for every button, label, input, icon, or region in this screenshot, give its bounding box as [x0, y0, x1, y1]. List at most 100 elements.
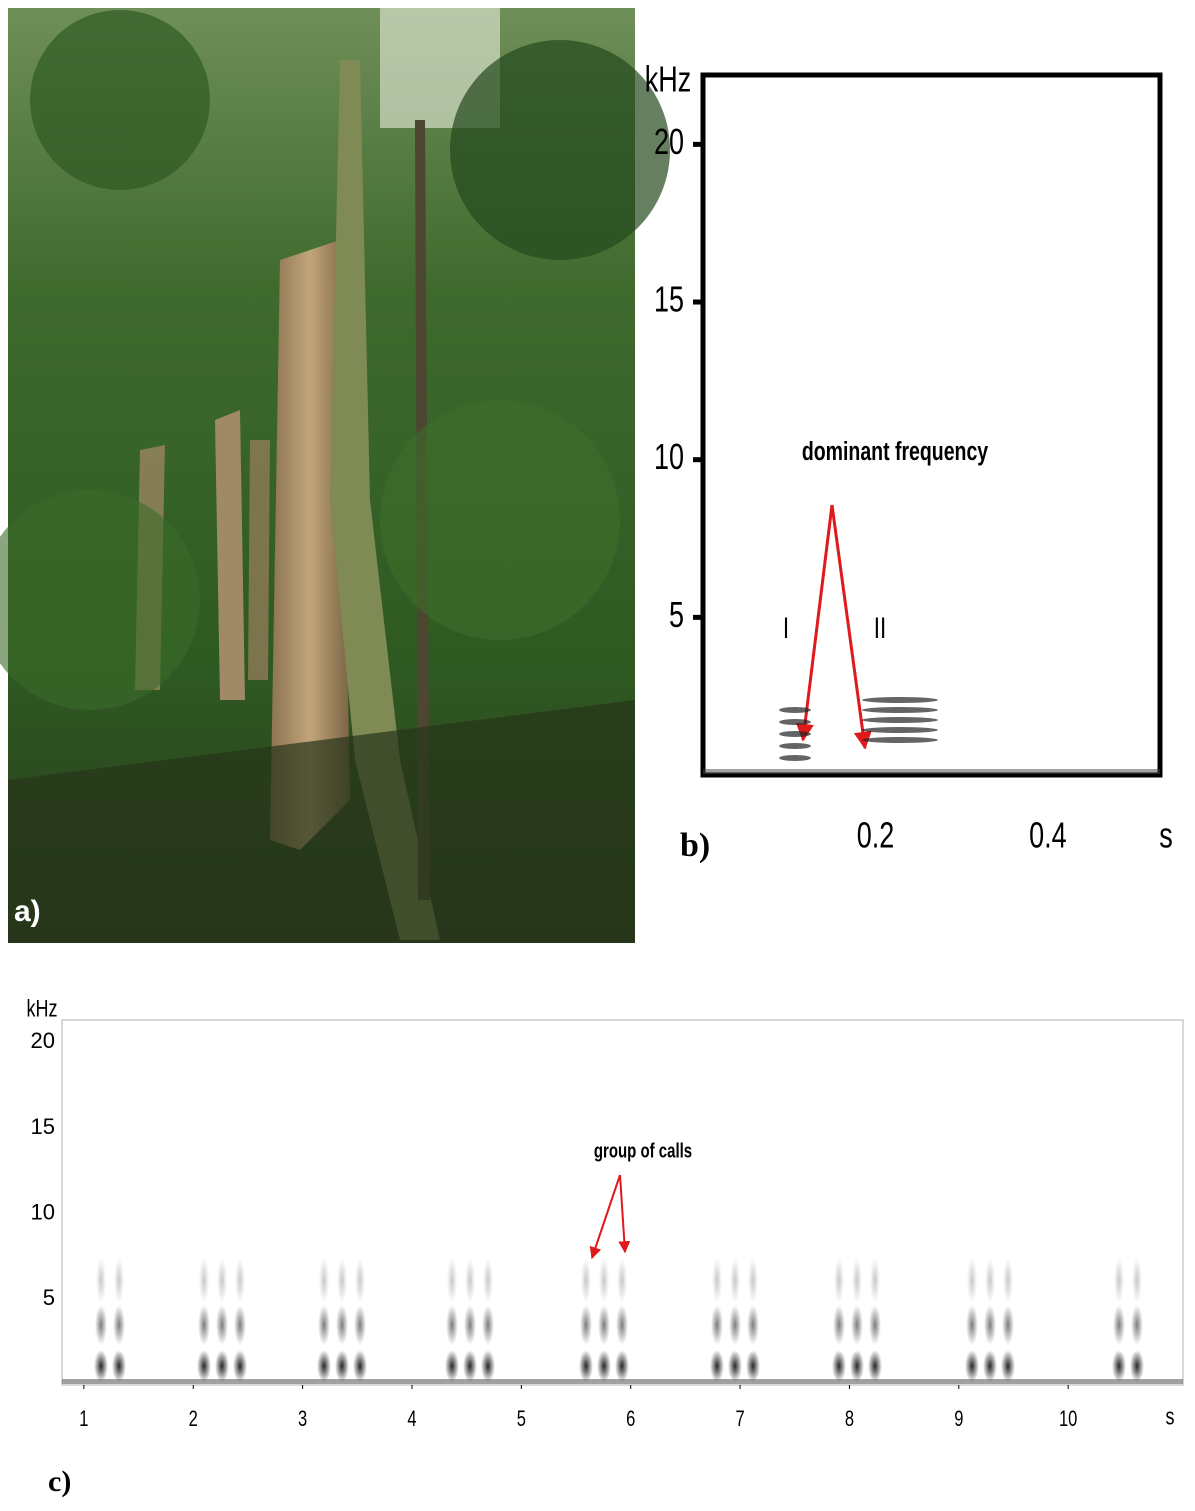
call-high — [985, 1258, 995, 1303]
call-high — [447, 1258, 457, 1303]
spectral-band — [862, 737, 938, 743]
plot-frame — [703, 75, 1160, 775]
call-mid — [446, 1305, 458, 1345]
call-mid — [354, 1305, 366, 1345]
call-high — [114, 1258, 124, 1303]
x-tick-label: 9 — [954, 1407, 963, 1432]
call-high — [235, 1258, 245, 1303]
x-tick-label: 10 — [1059, 1407, 1078, 1432]
spectral-band — [779, 719, 811, 725]
call-high — [617, 1258, 627, 1303]
spectral-band — [779, 731, 811, 737]
call-mid — [1002, 1305, 1014, 1345]
call-low — [335, 1350, 349, 1382]
call-mid — [833, 1305, 845, 1345]
call-mid — [1113, 1305, 1125, 1345]
call-mid — [851, 1305, 863, 1345]
arrows — [803, 505, 865, 748]
call-high — [1003, 1258, 1013, 1303]
call-low — [965, 1350, 979, 1382]
x-tick-label: 4 — [407, 1407, 416, 1432]
call-mid — [95, 1305, 107, 1345]
x-tick-label: 8 — [845, 1407, 854, 1432]
panel-label: c) — [48, 1465, 71, 1498]
call-mid — [747, 1305, 759, 1345]
x-axis-label: s — [1159, 815, 1172, 856]
call-high — [712, 1258, 722, 1303]
call-high — [852, 1258, 862, 1303]
call-mid — [580, 1305, 592, 1345]
call-low — [597, 1350, 611, 1382]
noise-floor — [703, 769, 1160, 774]
call-mid — [336, 1305, 348, 1345]
call-low — [579, 1350, 593, 1382]
x-tick-label: 5 — [517, 1407, 526, 1432]
forest-photo — [0, 8, 670, 943]
y-tick-label: 20 — [654, 121, 684, 162]
call-low — [850, 1350, 864, 1382]
x-tick-label: 6 — [626, 1407, 635, 1432]
call-high — [337, 1258, 347, 1303]
y-tick-label: 10 — [654, 436, 684, 477]
call-low — [445, 1350, 459, 1382]
call-low — [1130, 1350, 1144, 1382]
call-high — [834, 1258, 844, 1303]
panel-label: b) — [680, 827, 710, 864]
call-high — [355, 1258, 365, 1303]
x-tick-label: 1 — [79, 1407, 88, 1432]
call-high — [967, 1258, 977, 1303]
x-tick-label: 0.2 — [857, 815, 895, 856]
x-axis-label: s — [1165, 1404, 1174, 1430]
call-low — [868, 1350, 882, 1382]
call-low — [463, 1350, 477, 1382]
call-mid — [966, 1305, 978, 1345]
spectral-band — [862, 697, 938, 703]
call-low — [215, 1350, 229, 1382]
call-mid — [729, 1305, 741, 1345]
spectral-band — [862, 707, 938, 713]
call-high — [581, 1258, 591, 1303]
call-low — [94, 1350, 108, 1382]
x-tick-label: 3 — [298, 1407, 307, 1432]
x-tick-label: 7 — [735, 1407, 744, 1432]
call-label: II — [874, 611, 887, 645]
call-high — [217, 1258, 227, 1303]
call-low — [197, 1350, 211, 1382]
call-low — [983, 1350, 997, 1382]
call-mid — [216, 1305, 228, 1345]
call-high — [483, 1258, 493, 1303]
y-tick-label: 15 — [654, 279, 684, 320]
call-low — [710, 1350, 724, 1382]
call-mid — [318, 1305, 330, 1345]
y-tick-label: 5 — [43, 1285, 55, 1310]
call-low — [1112, 1350, 1126, 1382]
call-high — [1114, 1258, 1124, 1303]
call-high — [465, 1258, 475, 1303]
call-low — [233, 1350, 247, 1382]
call-high — [199, 1258, 209, 1303]
call-mid — [616, 1305, 628, 1345]
call-low — [481, 1350, 495, 1382]
call-mid — [598, 1305, 610, 1345]
call-low — [112, 1350, 126, 1382]
call-mid — [482, 1305, 494, 1345]
y-tick-label: 5 — [669, 594, 684, 635]
call-high — [319, 1258, 329, 1303]
panel-label: a) — [14, 895, 41, 928]
call-low — [746, 1350, 760, 1382]
y-tick-label: 20 — [31, 1028, 55, 1053]
spectral-band — [862, 727, 938, 733]
call-low — [1001, 1350, 1015, 1382]
y-tick-label: 10 — [31, 1199, 55, 1224]
call-label: I — [783, 611, 789, 645]
spectral-band — [779, 707, 811, 713]
annotation: group of calls — [594, 1139, 692, 1162]
call-mid — [234, 1305, 246, 1345]
call-low — [728, 1350, 742, 1382]
spectral-band — [779, 743, 811, 749]
call-mid — [984, 1305, 996, 1345]
call-high — [599, 1258, 609, 1303]
annotation: dominant frequency — [802, 436, 988, 465]
call-low — [353, 1350, 367, 1382]
call-mid — [711, 1305, 723, 1345]
